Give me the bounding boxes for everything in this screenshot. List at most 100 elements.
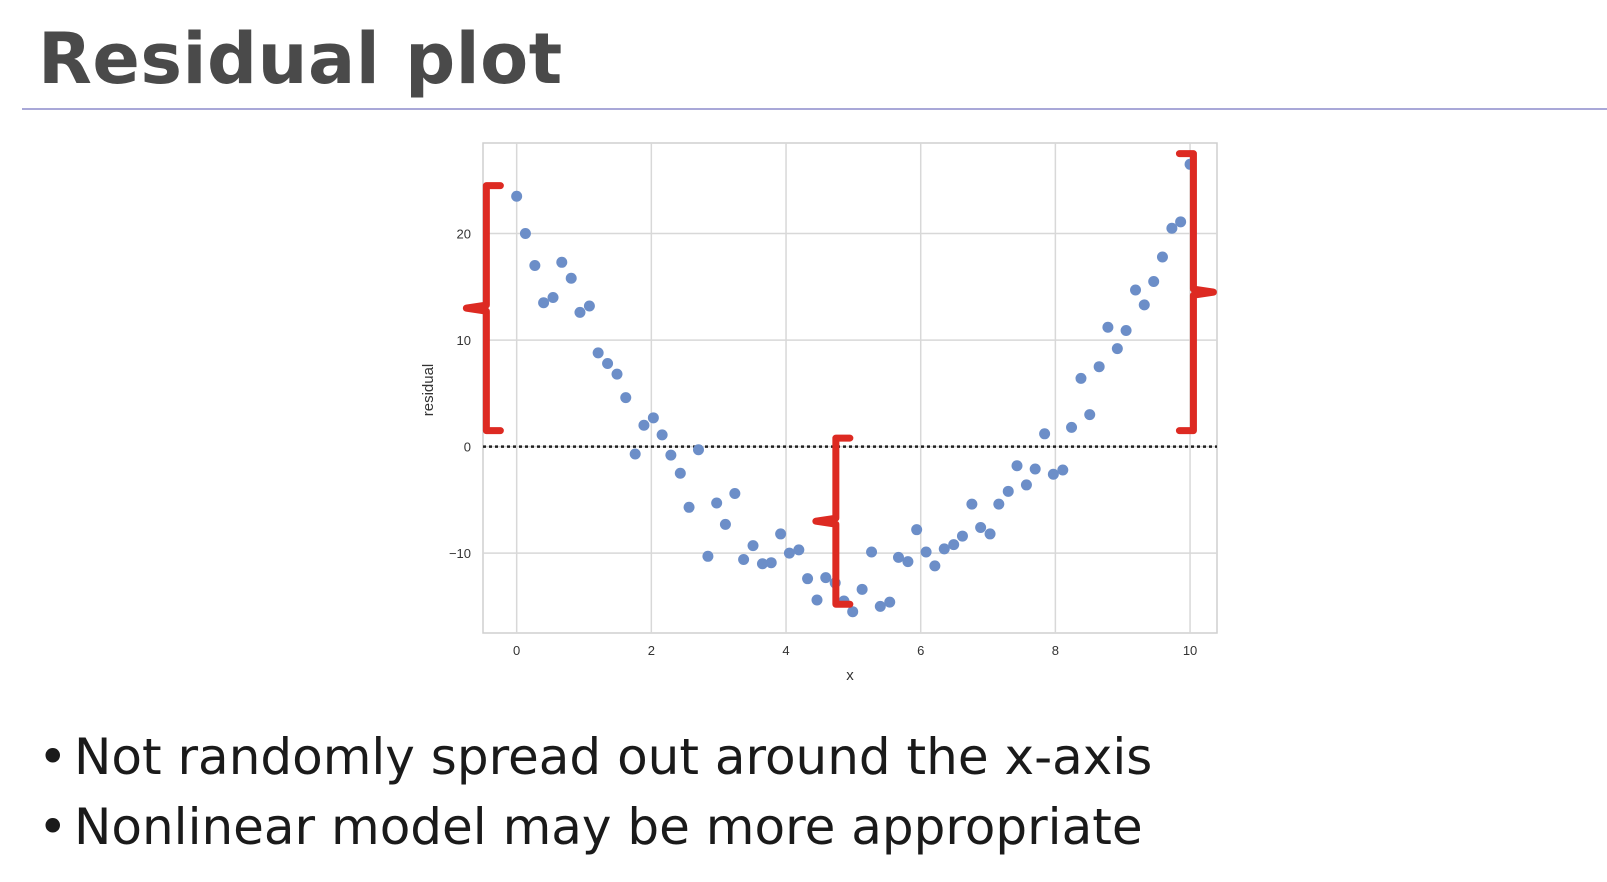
- data-point: [856, 583, 868, 595]
- y-axis-label: residual: [420, 364, 437, 417]
- data-point: [692, 444, 704, 456]
- data-point: [592, 347, 604, 359]
- data-point: [547, 291, 559, 303]
- data-point: [647, 412, 659, 424]
- data-point: [802, 573, 814, 585]
- data-point: [683, 501, 695, 513]
- data-point: [1093, 361, 1105, 373]
- data-point: [1039, 428, 1051, 440]
- data-point: [665, 449, 677, 461]
- data-point: [911, 524, 923, 536]
- curly-bracket: [812, 434, 854, 608]
- data-point: [702, 550, 714, 562]
- slide-title: Residual plot: [38, 18, 563, 100]
- data-point: [1029, 463, 1041, 475]
- data-point: [711, 497, 723, 509]
- data-point: [1011, 460, 1023, 472]
- data-point: [719, 518, 731, 530]
- data-point: [629, 448, 641, 460]
- data-point: [1102, 321, 1114, 333]
- bullet-item: • Nonlinear model may be more appropriate: [38, 792, 1152, 862]
- data-point: [519, 228, 531, 240]
- data-point: [1020, 479, 1032, 491]
- x-tick-label: 2: [648, 643, 655, 658]
- data-point: [602, 358, 614, 369]
- data-point: [738, 554, 750, 565]
- data-point: [620, 392, 632, 404]
- data-point: [1057, 464, 1069, 476]
- title-divider: [22, 108, 1607, 110]
- curly-bracket: [462, 182, 504, 435]
- bullet-marker: •: [38, 728, 68, 786]
- data-point: [729, 487, 741, 499]
- data-point: [674, 467, 686, 479]
- data-point: [811, 594, 823, 606]
- data-point: [874, 600, 886, 612]
- x-tick-label: 8: [1052, 643, 1059, 658]
- data-point: [583, 300, 595, 312]
- data-point: [1002, 485, 1014, 497]
- data-point: [756, 558, 768, 570]
- data-point: [1175, 216, 1187, 228]
- data-point: [1084, 409, 1096, 421]
- data-point: [975, 522, 987, 534]
- data-point: [993, 498, 1005, 510]
- bracket-annotations: [462, 150, 1217, 608]
- y-tick-label: −10: [449, 546, 471, 561]
- data-point: [638, 419, 650, 431]
- data-point: [956, 530, 968, 542]
- bullet-item: • Not randomly spread out around the x-ax…: [38, 722, 1152, 792]
- data-point: [929, 560, 941, 572]
- data-point: [866, 546, 878, 558]
- data-point: [948, 539, 960, 551]
- y-tick-label: 20: [457, 227, 471, 242]
- curly-bracket: [1175, 150, 1217, 435]
- data-point: [1066, 421, 1078, 433]
- data-point: [538, 297, 550, 309]
- data-point: [1148, 275, 1160, 287]
- data-point: [1138, 299, 1150, 311]
- data-point: [793, 544, 805, 556]
- data-point: [938, 543, 950, 555]
- x-tick-label: 10: [1183, 643, 1197, 658]
- x-tick-label: 4: [782, 643, 789, 658]
- data-point: [820, 572, 832, 584]
- data-point: [1047, 468, 1059, 480]
- data-point: [1120, 324, 1132, 336]
- bullet-text: Nonlinear model may be more appropriate: [74, 798, 1143, 856]
- bullet-text: Not randomly spread out around the x-axi…: [74, 728, 1153, 786]
- data-point: [783, 547, 795, 559]
- data-point: [902, 556, 914, 568]
- data-point: [511, 190, 523, 202]
- data-point: [574, 306, 586, 318]
- x-axis-label: x: [846, 667, 854, 684]
- data-point: [1166, 222, 1178, 234]
- plot-area-frame: [482, 142, 1218, 634]
- y-tick-label: 10: [457, 333, 471, 348]
- x-tick-label: 6: [917, 643, 924, 658]
- data-point: [765, 557, 777, 569]
- data-point: [747, 540, 759, 552]
- data-point: [1111, 343, 1123, 355]
- data-point: [656, 429, 668, 441]
- data-point: [556, 256, 568, 268]
- data-point: [884, 596, 896, 608]
- data-point: [847, 606, 859, 618]
- data-point: [1156, 251, 1168, 263]
- data-point: [984, 528, 996, 540]
- data-point: [529, 260, 541, 271]
- data-point: [1130, 284, 1142, 296]
- data-point: [920, 546, 932, 558]
- data-point: [611, 368, 623, 380]
- bullet-list: • Not randomly spread out around the x-ax…: [38, 722, 1152, 862]
- y-tick-label: 0: [464, 440, 471, 455]
- data-points: [511, 158, 1196, 618]
- bullet-marker: •: [38, 798, 68, 856]
- data-point: [565, 272, 577, 284]
- data-point: [966, 498, 978, 510]
- tick-labels: 0 2 4 6 8 10 −10 0 10 20: [449, 227, 1197, 658]
- data-point: [1075, 372, 1087, 384]
- x-tick-label: 0: [513, 643, 520, 658]
- data-point: [892, 551, 904, 563]
